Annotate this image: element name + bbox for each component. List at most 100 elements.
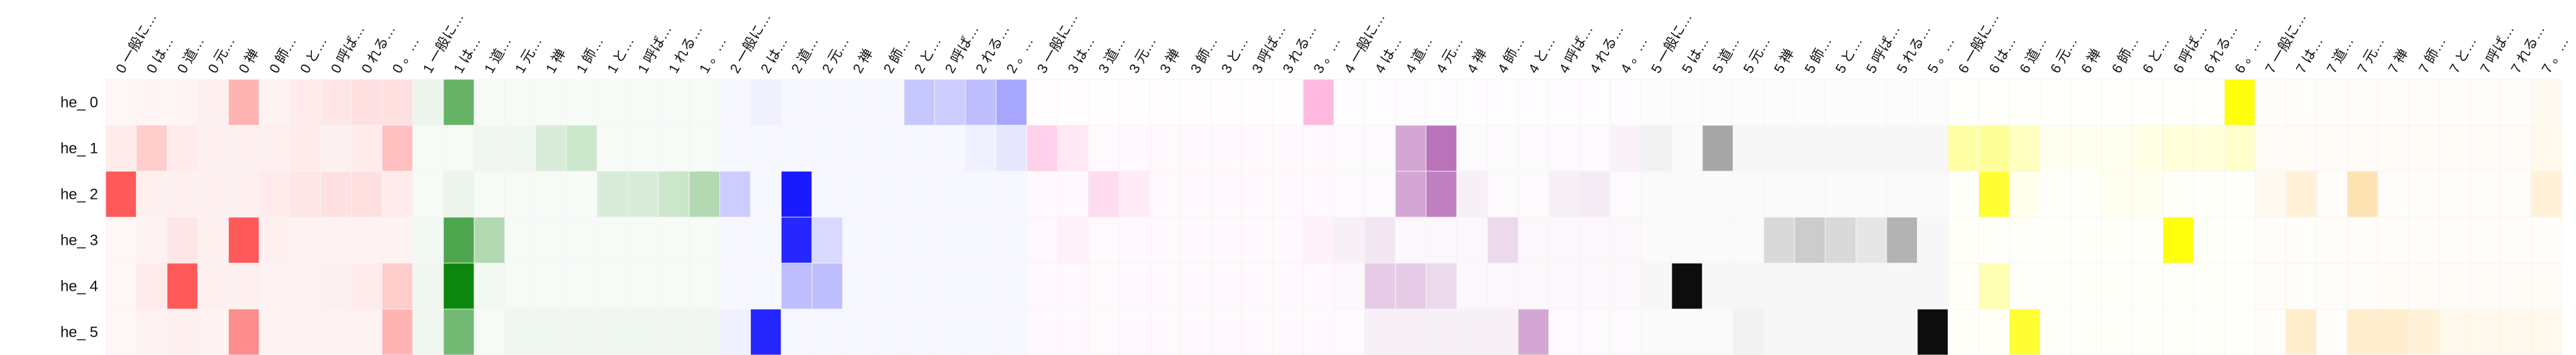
heatmap-cell xyxy=(1948,125,1979,172)
heatmap-cell xyxy=(1364,308,1396,355)
column-label: 0 元… xyxy=(205,34,238,76)
heatmap-cell xyxy=(842,217,874,264)
heatmap-cell xyxy=(1824,217,1857,264)
heatmap-cell xyxy=(2377,79,2409,126)
heatmap-cell xyxy=(1026,308,1058,355)
heatmap-cell xyxy=(2131,262,2163,310)
heatmap-cell xyxy=(1548,262,1580,310)
heatmap-cell xyxy=(1579,171,1611,218)
heatmap-cell xyxy=(2439,308,2471,355)
column-label: 3 と… xyxy=(1218,34,1252,76)
heatmap-cell xyxy=(136,308,168,355)
heatmap-cell xyxy=(197,217,229,264)
heatmap-cell xyxy=(1487,262,1519,310)
heatmap-cell xyxy=(474,171,506,218)
heatmap-cell xyxy=(2377,171,2409,218)
heatmap-cell xyxy=(719,262,751,310)
heatmap-cell xyxy=(1487,125,1519,172)
heatmap-cell xyxy=(443,79,475,126)
heatmap-cell xyxy=(105,125,137,172)
heatmap-cell xyxy=(903,262,935,310)
column-label: 0 禅 xyxy=(235,46,262,76)
heatmap-cell xyxy=(105,308,137,355)
heatmap-cell xyxy=(2009,308,2041,355)
heatmap-cell xyxy=(627,171,659,218)
heatmap-cell xyxy=(1518,171,1550,218)
heatmap-cell xyxy=(658,217,690,264)
heatmap-cell xyxy=(1886,79,1918,126)
heatmap-cell xyxy=(996,125,1028,172)
column-label: 5 禅 xyxy=(1771,46,1797,76)
heatmap-cell xyxy=(1395,79,1426,126)
heatmap-cell xyxy=(2439,171,2471,218)
column-label: 1 師… xyxy=(573,34,606,76)
heatmap-cell xyxy=(1241,79,1273,126)
heatmap-cell xyxy=(2500,308,2532,355)
heatmap-cell xyxy=(842,79,874,126)
heatmap-cell xyxy=(1425,262,1457,310)
column-label: 3 禅 xyxy=(1157,46,1183,76)
heatmap-cell xyxy=(1948,308,1979,355)
heatmap-cell xyxy=(1364,125,1396,172)
heatmap-cell xyxy=(1395,171,1426,218)
heatmap-cell xyxy=(2070,171,2102,218)
heatmap-cell xyxy=(1487,217,1519,264)
heatmap-cell xyxy=(1733,79,1765,126)
heatmap-cell xyxy=(197,125,229,172)
heatmap-cell xyxy=(258,171,291,218)
heatmap-cell xyxy=(1518,308,1550,355)
heatmap-cell xyxy=(443,308,475,355)
heatmap-cell xyxy=(1763,262,1795,310)
heatmap-cell xyxy=(1057,125,1089,172)
column-label: 0 と… xyxy=(297,34,330,76)
heatmap-cell xyxy=(1978,171,2010,218)
heatmap-cell xyxy=(627,217,659,264)
heatmap-cell xyxy=(2255,262,2287,310)
column-label: 7 道… xyxy=(2323,34,2357,76)
heatmap-cell xyxy=(1609,308,1641,355)
heatmap-cell xyxy=(2224,79,2256,126)
heatmap-cell xyxy=(627,125,659,172)
column-label: 7 と… xyxy=(2446,34,2480,76)
heatmap-cell xyxy=(1087,262,1119,310)
heatmap-cell xyxy=(1118,262,1150,310)
heatmap-cell xyxy=(719,217,751,264)
heatmap-cell xyxy=(2255,171,2287,218)
heatmap-cell xyxy=(1733,217,1765,264)
heatmap-cell xyxy=(167,171,198,218)
heatmap-cell xyxy=(1333,217,1365,264)
heatmap-cell xyxy=(167,125,198,172)
heatmap-cell xyxy=(2255,308,2287,355)
heatmap-cell xyxy=(780,217,813,264)
heatmap-cell xyxy=(1640,125,1672,172)
column-label: 1 禅 xyxy=(543,46,569,76)
heatmap-cell xyxy=(2316,262,2348,310)
heatmap-cell xyxy=(1118,125,1150,172)
heatmap-cell xyxy=(627,79,659,126)
heatmap-cell xyxy=(719,171,751,218)
heatmap-cell xyxy=(320,262,352,310)
heatmap-cell xyxy=(658,262,690,310)
heatmap-cell xyxy=(443,217,475,264)
heatmap-cell xyxy=(351,308,382,355)
heatmap-cell xyxy=(1824,79,1857,126)
heatmap-cell xyxy=(2316,308,2348,355)
heatmap-cell xyxy=(2193,308,2225,355)
heatmap-cell xyxy=(1425,125,1457,172)
heatmap-cell xyxy=(105,262,137,310)
heatmap-cell xyxy=(228,125,260,172)
heatmap-cell xyxy=(1272,217,1304,264)
heatmap-cell xyxy=(2162,262,2194,310)
heatmap-cell xyxy=(1763,217,1795,264)
heatmap-cell xyxy=(658,79,690,126)
heatmap-cell xyxy=(1180,79,1212,126)
heatmap-cell xyxy=(1579,262,1611,310)
heatmap-cell xyxy=(1149,262,1181,310)
heatmap-cell xyxy=(351,171,382,218)
heatmap-cell xyxy=(228,217,260,264)
column-label: 4 師… xyxy=(1494,34,1528,76)
heatmap-cell xyxy=(1333,171,1365,218)
heatmap-cell xyxy=(381,262,413,310)
column-label: 0 は… xyxy=(143,34,177,76)
